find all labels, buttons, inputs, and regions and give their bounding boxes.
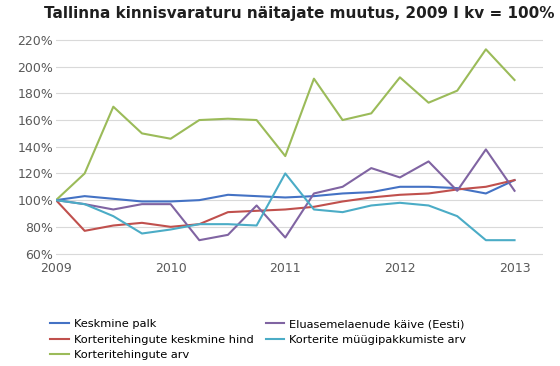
Title: Tallinna kinnisvaraturu näitajate muutus, 2009 I kv = 100%: Tallinna kinnisvaraturu näitajate muutus… (44, 6, 555, 21)
Legend: Keskmine palk, Korteritehingute keskmine hind, Korteritehingute arv, Eluasemelae: Keskmine palk, Korteritehingute keskmine… (50, 319, 466, 360)
